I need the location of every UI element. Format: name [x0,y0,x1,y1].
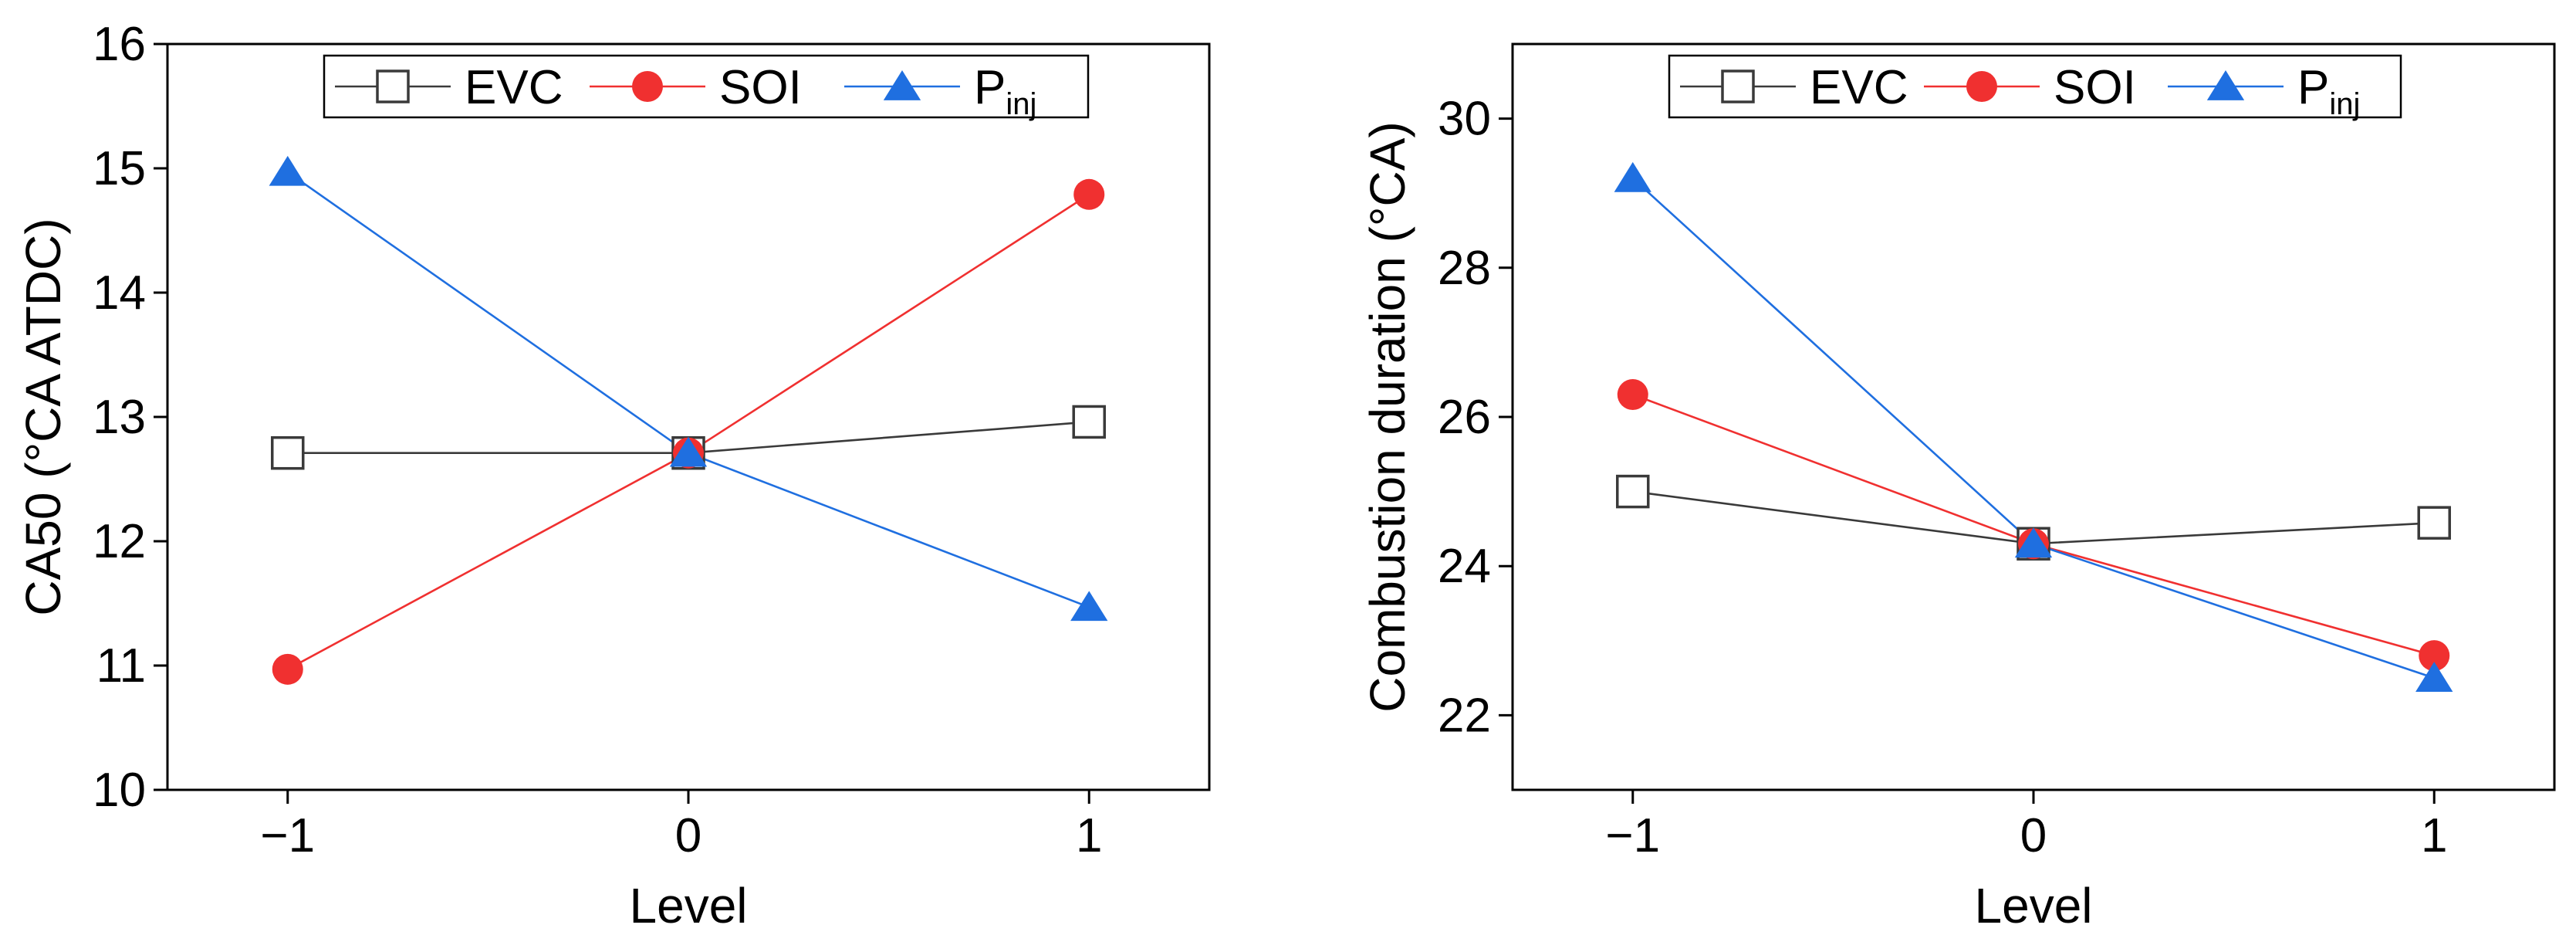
ca50-y-tick-label: 14 [93,266,146,320]
ca50-x-axis-label: Level [630,878,748,933]
duration-data-point-p [2014,527,2053,558]
ca50-y-tick-label: 10 [93,764,146,817]
ca50-y-tick-label: 13 [93,391,146,444]
duration-legend-label-evc: EVC [1810,61,1908,114]
ca50-data-point-soi [272,653,303,685]
duration-y-tick-label: 24 [1438,540,1491,593]
duration-data-point-soi [1617,379,1648,411]
ca50-markers-layer [269,155,1108,685]
ca50-ticks-layer: −1 0 1 10 11 12 13 14 15 16 [93,18,1102,862]
ca50-plot-frame [166,42,1211,791]
duration-legend-label-soi: SOI [2054,61,2136,114]
ca50-data-point-p [269,155,306,186]
duration-y-tick-label: 30 [1438,93,1491,146]
ca50-x-tick-label: 0 [675,809,701,862]
ca50-legend: EVC SOI Pinj [323,54,1090,121]
ca50-y-tick-label: 16 [93,18,146,71]
ca50-data-point-soi [1073,178,1105,210]
duration-legend-marker-p [2206,70,2245,100]
ca50-legend-label-evc: EVC [465,61,563,114]
duration-plot-frame [1511,42,2556,791]
duration-legend-marker-soi [1966,71,1997,102]
duration-data-point-evc [2417,506,2451,540]
ca50-legend-marker-soi [632,71,663,102]
duration-y-tick-label: 26 [1438,391,1491,444]
ca50-legend-marker-evc [376,69,410,103]
duration-data-point-evc [1616,474,1650,509]
duration-y-axis-label: Combustion duration (°CA) [1360,121,1415,712]
duration-x-tick-label: −1 [1605,809,1660,862]
ca50-legend-label-soi: SOI [719,61,802,114]
duration-x-tick-label: 0 [2020,809,2047,862]
duration-y-tick-label: 28 [1438,242,1491,295]
duration-legend-marker-evc [1721,69,1755,103]
chart-ca50: −1 0 1 10 11 12 13 14 15 16 Level CA50 (°CA ATDC)… [15,18,1211,933]
duration-data-point-p [1614,161,1651,192]
duration-data-point-p [2415,662,2453,692]
ca50-x-tick-label: 1 [1076,809,1102,862]
ca50-legend-label-p: Pinj [974,61,1036,121]
ca50-data-point-evc [1072,405,1106,439]
duration-ticks-layer: −1 0 1 22 24 26 28 30 [1438,93,2447,862]
ca50-legend-marker-p [883,70,921,100]
duration-x-axis-label: Level [1975,878,2093,933]
ca50-data-point-evc [271,435,305,470]
duration-legend: EVC SOI Pinj [1668,54,2402,121]
ca50-y-tick-label: 11 [96,639,146,693]
ca50-y-tick-label: 15 [93,142,146,195]
ca50-data-point-p [669,436,708,467]
ca50-y-axis-label: CA50 (°CA ATDC) [15,218,71,615]
ca50-x-tick-label: −1 [260,809,315,862]
duration-markers-layer [1614,161,2453,692]
ca50-legend-box [323,54,1090,119]
chart-combustion-duration: −1 0 1 22 24 26 28 30 Level Combustion duration… [1360,42,2556,933]
duration-x-tick-label: 1 [2421,809,2447,862]
ca50-data-point-p [1070,591,1108,622]
ca50-y-tick-label: 12 [93,515,146,568]
duration-data-point-soi [2419,640,2450,672]
duration-y-tick-label: 22 [1438,689,1491,742]
